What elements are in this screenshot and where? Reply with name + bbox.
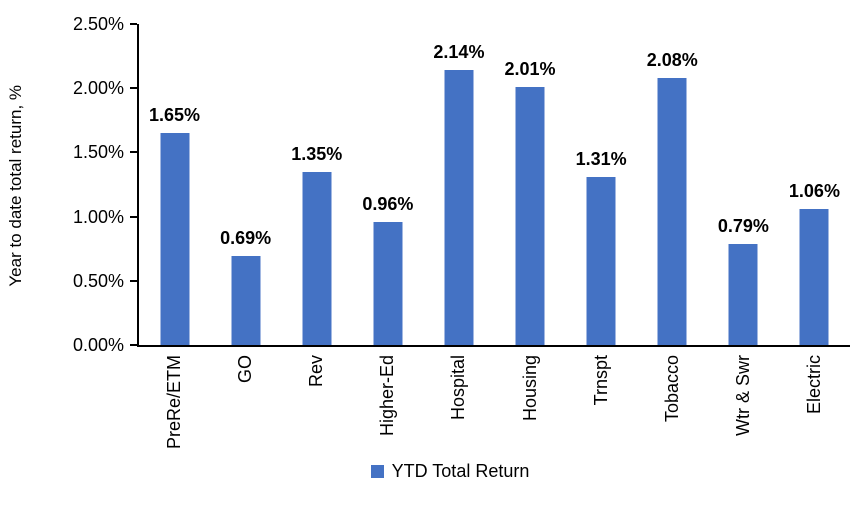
y-axis-tick-label: 2.00% (72, 78, 124, 99)
x-axis-category-label: Rev (281, 355, 352, 467)
x-axis-category-label: PreRe/ETM (139, 355, 210, 467)
y-axis-tick-label: 2.50% (72, 14, 124, 34)
x-axis-category-label-text: GO (235, 355, 256, 384)
x-axis-category-label-text: Wtr & Swr (732, 355, 753, 436)
bar-column: 0.96% (352, 24, 423, 345)
legend-label: YTD Total Return (391, 461, 530, 481)
bar-value-label: 2.01% (504, 58, 556, 79)
x-axis-category-label-text: Housing (519, 355, 540, 422)
x-axis-category-label: Hospital (423, 355, 494, 467)
y-axis-tick-label: 1.00% (72, 206, 124, 227)
x-axis-category-label-text: Rev (306, 355, 327, 388)
x-axis-category-label: Trnspt (566, 355, 637, 467)
bar-value-label: 1.06% (788, 180, 840, 201)
y-axis-tick-mark (130, 344, 137, 346)
bar (373, 221, 403, 345)
bar-value-label: 0.79% (717, 215, 769, 236)
x-axis-category-label: Wtr & Swr (708, 355, 779, 467)
x-axis-category-label: GO (210, 355, 281, 467)
y-axis-tick-label: 0.50% (72, 270, 124, 291)
x-axis-category-label: Electric (779, 355, 850, 467)
y-axis-title-text: Year to date total return, % (6, 84, 25, 287)
x-axis-category-label-text: Tobacco (661, 355, 682, 423)
bar-value-label: 2.14% (433, 42, 485, 63)
bar-value-label: 1.35% (291, 143, 343, 164)
y-axis-tick-mark (130, 23, 137, 25)
bar-column: 1.31% (566, 24, 637, 345)
y-axis-tick-mark (130, 151, 137, 154)
x-axis-category-label-text: Higher-Ed (377, 355, 398, 437)
bar-column: 0.69% (210, 24, 281, 345)
bar-value-label: 1.65% (149, 105, 201, 126)
bar-column: 1.35% (281, 24, 352, 345)
bar-column: 0.79% (708, 24, 779, 345)
bar-column: 2.08% (637, 24, 708, 345)
y-axis-tick-mark (130, 279, 137, 282)
bar (586, 176, 616, 345)
bar (160, 133, 190, 345)
x-axis-category-label-text: Hospital (448, 355, 469, 421)
bar (657, 77, 687, 345)
bar (728, 243, 758, 345)
x-axis-category-label: Tobacco (637, 355, 708, 467)
bar (444, 70, 474, 345)
y-axis-tick-mark (130, 87, 137, 90)
plot-area: 0.00% 0.50% 1.00% 1.50% 2.00% 2.50% 1.65% PreRe… (73, 15, 850, 449)
bar-column: 1.65% (139, 24, 210, 345)
bar-value-label: 0.69% (220, 228, 272, 249)
bar (515, 86, 545, 345)
bar (231, 256, 261, 345)
bar (799, 208, 829, 345)
legend-swatch-icon (370, 465, 384, 478)
y-axis-title: Year to date total return, % (6, 24, 26, 347)
x-axis-category-label-text: Electric (803, 355, 824, 415)
bar-column: 2.01% (495, 24, 566, 345)
y-axis-tick-label: 0.00% (72, 335, 124, 355)
bar-column: 2.14% (423, 24, 494, 345)
bar (302, 171, 332, 345)
y-axis-tick-mark (130, 215, 137, 218)
legend: YTD Total Return (24, 461, 852, 482)
bar-value-label: 2.08% (646, 49, 698, 70)
x-axis-category-label: Housing (495, 355, 566, 467)
bar-column: 1.06% (779, 24, 850, 345)
bar-value-label: 0.96% (362, 193, 414, 214)
y-axis-tick-label: 1.50% (72, 142, 124, 163)
x-axis-category-label-text: Trnspt (590, 355, 611, 406)
x-axis-category-label-text: PreRe/ETM (164, 355, 185, 450)
bar-value-label: 1.31% (575, 148, 627, 169)
x-axis-category-label: Higher-Ed (352, 355, 423, 467)
